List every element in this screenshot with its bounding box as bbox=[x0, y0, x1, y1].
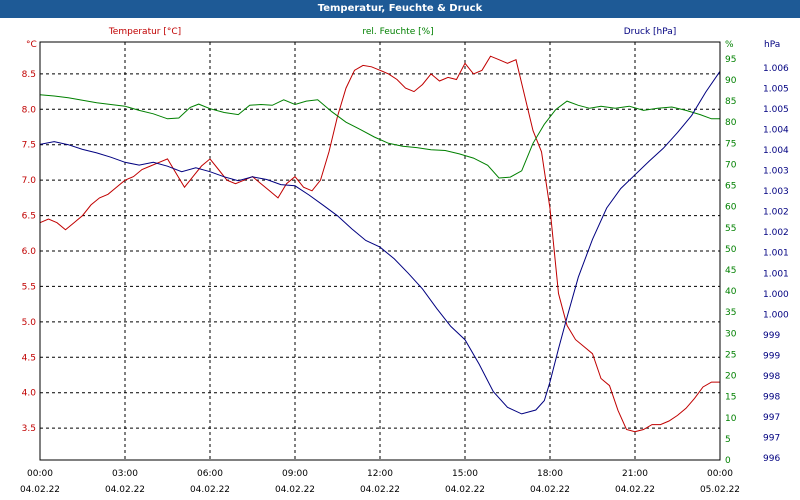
series-line-humidity bbox=[39, 94, 720, 179]
x-tick-time: 06:00 bbox=[197, 469, 223, 479]
humidity-tick-label: 15 bbox=[725, 393, 736, 403]
pressure-tick-label: 1.005 bbox=[763, 85, 789, 95]
x-tick-time: 00:00 bbox=[27, 469, 53, 479]
pressure-tick-label: 997 bbox=[763, 433, 780, 443]
pressure-tick-label: 1.005 bbox=[763, 105, 789, 115]
series-line-pressure bbox=[39, 71, 721, 415]
humidity-tick-label: 55 bbox=[725, 224, 736, 234]
pressure-tick-label: 1.006 bbox=[763, 64, 789, 74]
plot-frame bbox=[39, 41, 721, 461]
chart: 00:00 04.02.22 03:00 04.02.22 06:00 04.02.22 0… bbox=[20, 27, 789, 495]
pressure-tick-label: 999 bbox=[763, 331, 780, 341]
pressure-tick-label: 1.001 bbox=[763, 269, 789, 279]
plot-area-border bbox=[39, 41, 721, 461]
temperature-tick-label: 4.0 bbox=[22, 389, 37, 399]
pressure-tick-label: 1.003 bbox=[763, 167, 789, 177]
x-tick-date: 04.02.22 bbox=[105, 485, 145, 495]
humidity-unit-label: % bbox=[725, 40, 734, 50]
temperature-tick-label: 6.5 bbox=[22, 212, 36, 222]
humidity-tick-label: 50 bbox=[725, 245, 737, 255]
pressure-tick-label: 1.002 bbox=[763, 228, 789, 238]
x-tick-date: 04.02.22 bbox=[445, 485, 485, 495]
pressure-unit-label: hPa bbox=[764, 40, 780, 50]
temperature-tick-label: 7.0 bbox=[22, 176, 37, 186]
humidity-tick-label: 40 bbox=[725, 287, 737, 297]
series-line-temperature bbox=[39, 55, 720, 433]
pressure-tick-label: 1.000 bbox=[763, 290, 789, 300]
humidity-tick-label: 95 bbox=[725, 55, 736, 65]
temperature-tick-label: 8.0 bbox=[22, 105, 37, 115]
pressure-tick-label: 1.001 bbox=[763, 249, 789, 259]
x-tick-date: 04.02.22 bbox=[190, 485, 230, 495]
temperature-tick-label: 6.0 bbox=[22, 247, 37, 257]
humidity-tick-label: 25 bbox=[725, 350, 736, 360]
humidity-tick-label: 0 bbox=[725, 456, 731, 466]
pressure-tick-label: 1.004 bbox=[763, 126, 789, 136]
pressure-tick-label: 998 bbox=[763, 372, 780, 382]
humidity-tick-label: 65 bbox=[725, 182, 736, 192]
x-tick-date: 04.02.22 bbox=[275, 485, 315, 495]
window-title: Temperatur, Feuchte & Druck bbox=[0, 0, 800, 18]
pressure-tick-label: 1.004 bbox=[763, 146, 789, 156]
x-tick-time: 21:00 bbox=[622, 469, 648, 479]
x-tick-date: 04.02.22 bbox=[360, 485, 400, 495]
x-tick-date: 05.02.22 bbox=[700, 485, 740, 495]
humidity-legend: rel. Feuchte [%] bbox=[362, 27, 433, 37]
x-tick-date: 04.02.22 bbox=[615, 485, 655, 495]
pressure-tick-label: 1.000 bbox=[763, 310, 789, 320]
temperature-tick-label: 4.5 bbox=[22, 353, 36, 363]
humidity-tick-label: 35 bbox=[725, 308, 736, 318]
pressure-tick-label: 997 bbox=[763, 413, 780, 423]
humidity-tick-label: 85 bbox=[725, 97, 736, 107]
temperature-tick-label: 5.0 bbox=[22, 318, 37, 328]
x-tick-time: 12:00 bbox=[367, 469, 393, 479]
pressure-tick-label: 998 bbox=[763, 392, 780, 402]
labels-layer: 00:00 04.02.22 03:00 04.02.22 06:00 04.02.22 0… bbox=[20, 27, 789, 495]
humidity-tick-label: 30 bbox=[725, 329, 737, 339]
pressure-legend: Druck [hPa] bbox=[624, 27, 677, 37]
pressure-tick-label: 1.003 bbox=[763, 187, 789, 197]
pressure-tick-label: 1.002 bbox=[763, 208, 789, 218]
humidity-tick-label: 75 bbox=[725, 139, 736, 149]
grid bbox=[40, 42, 720, 460]
pressure-tick-label: 999 bbox=[763, 351, 780, 361]
x-tick-time: 15:00 bbox=[452, 469, 478, 479]
humidity-tick-label: 20 bbox=[725, 372, 737, 382]
temperature-tick-label: 8.5 bbox=[22, 70, 36, 80]
x-tick-date: 04.02.22 bbox=[20, 485, 60, 495]
pressure-tick-label: 996 bbox=[763, 454, 780, 464]
humidity-tick-label: 80 bbox=[725, 118, 737, 128]
humidity-tick-label: 5 bbox=[725, 435, 731, 445]
x-tick-time: 18:00 bbox=[537, 469, 563, 479]
humidity-tick-label: 60 bbox=[725, 203, 737, 213]
humidity-tick-label: 90 bbox=[725, 76, 737, 86]
x-tick-time: 09:00 bbox=[282, 469, 308, 479]
humidity-tick-label: 70 bbox=[725, 160, 737, 170]
x-tick-date: 04.02.22 bbox=[530, 485, 570, 495]
series-layer bbox=[39, 55, 721, 433]
temperature-tick-label: 3.5 bbox=[22, 424, 36, 434]
temperature-legend: Temperatur [°C] bbox=[108, 27, 181, 37]
temperature-tick-label: 7.5 bbox=[22, 141, 36, 151]
humidity-tick-label: 45 bbox=[725, 266, 736, 276]
humidity-tick-label: 10 bbox=[725, 414, 737, 424]
x-tick-time: 03:00 bbox=[112, 469, 138, 479]
temperature-unit-label: °C bbox=[26, 40, 37, 50]
temperature-tick-label: 5.5 bbox=[22, 282, 36, 292]
x-tick-time: 00:00 bbox=[707, 469, 733, 479]
